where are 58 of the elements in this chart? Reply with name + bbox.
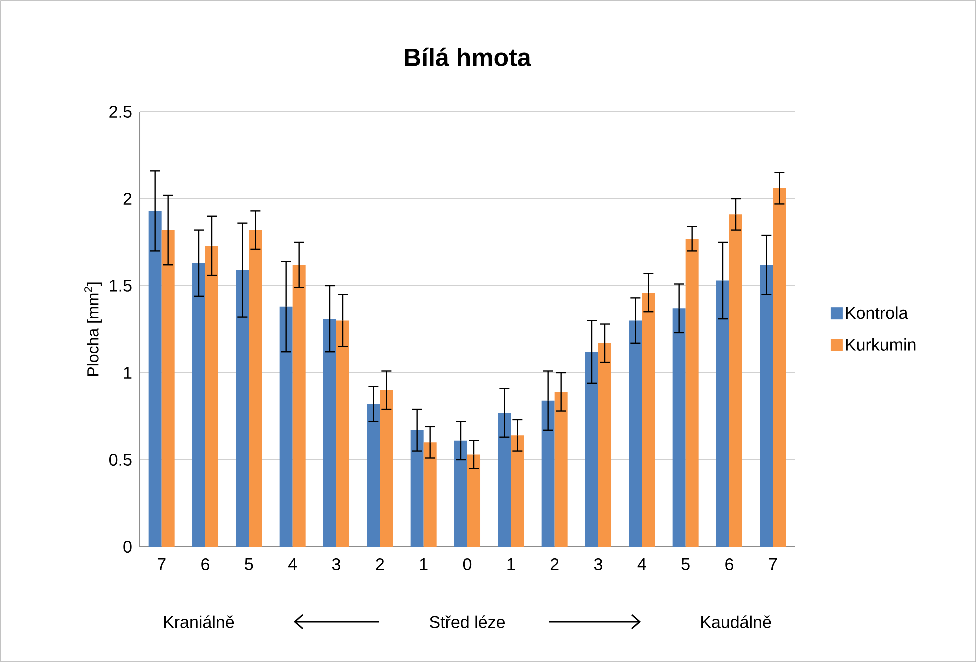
x-tick-label: 3 [594, 558, 602, 571]
bar [642, 292, 656, 547]
bar [410, 430, 424, 547]
x-tick-label: 4 [638, 558, 646, 570]
bar [292, 265, 306, 547]
bar [760, 265, 774, 547]
bar [324, 319, 337, 547]
x-tick-label: 6 [202, 558, 210, 571]
bar [280, 306, 293, 547]
bar [336, 320, 350, 547]
y-tick-label: 0 [124, 540, 132, 554]
y-axis-title: Plocha [mm$^{2}$] [84, 282, 102, 376]
x-tick-label: 6 [726, 558, 734, 571]
bar [672, 308, 686, 547]
y-tick-label: 1.5 [110, 280, 132, 292]
bar [206, 246, 219, 547]
bar [511, 436, 524, 547]
bar [468, 454, 481, 547]
x-tick-label: 7 [158, 558, 166, 570]
x-tick-label: 1 [508, 558, 516, 570]
x-tick-label: 3 [332, 558, 340, 571]
x-tick-label: 4 [288, 558, 298, 570]
x-tick-label: 5 [682, 558, 690, 570]
chart-title: Bílá hmota [405, 48, 532, 66]
text: Střed léze [430, 616, 505, 628]
bar [498, 413, 512, 547]
bar [629, 320, 642, 547]
bar [424, 442, 437, 547]
bar [249, 230, 262, 547]
y-tick-label: 1 [124, 367, 132, 379]
bar [236, 270, 250, 547]
x-tick-label: 0 [463, 558, 472, 571]
x-tick-label: 2 [550, 558, 559, 570]
bar [162, 230, 175, 547]
y-tick-label: 2 [124, 193, 132, 205]
legend-label: Kurkumin [846, 338, 916, 351]
legend-label: Kontrola [846, 306, 908, 320]
text: Kraniálně [164, 616, 234, 628]
bar [148, 211, 162, 547]
bar [716, 280, 730, 547]
bar [586, 352, 599, 547]
bar [542, 400, 555, 547]
x-tick-label: 5 [245, 558, 254, 570]
x-tick-label: 2 [376, 558, 384, 570]
bar [454, 440, 468, 547]
bar [686, 239, 699, 547]
x-tick-label: 1 [420, 558, 428, 570]
x-tick-label: 7 [769, 558, 778, 570]
bar [598, 343, 612, 547]
bar [773, 188, 786, 547]
bar [380, 390, 394, 547]
y-tick-label: 0.5 [110, 454, 132, 466]
bar [730, 214, 743, 547]
bar [367, 404, 380, 547]
text: Kaudálně [702, 616, 772, 628]
bar [554, 392, 568, 547]
y-tick-label: 2.5 [110, 106, 132, 118]
bar [192, 263, 206, 547]
